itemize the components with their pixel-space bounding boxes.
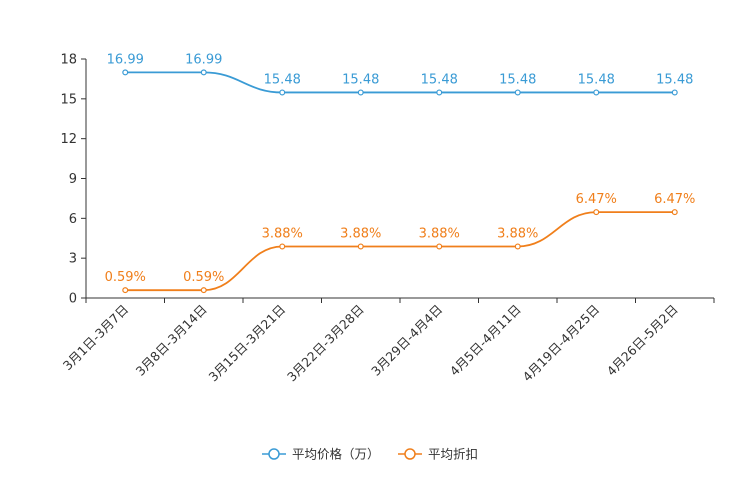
data-label: 15.48 <box>499 72 536 87</box>
series-2: 0.59% 0.59% 3.88% 3.88% 3.88% 3.88% 6.47% 6.47% <box>105 192 695 294</box>
data-label: 16.99 <box>107 52 144 67</box>
data-label: 0.59% <box>105 270 146 285</box>
data-label: 16.99 <box>185 52 222 67</box>
axes <box>85 59 714 299</box>
legend-marker-icon <box>404 448 416 460</box>
x-tick-label: 4月19日-4月25日 <box>519 302 602 385</box>
data-label: 15.48 <box>578 72 615 87</box>
y-tick-label: 9 <box>69 172 77 187</box>
data-point[interactable] <box>200 287 207 294</box>
data-label: 15.48 <box>264 72 301 87</box>
x-tick-label: 4月26日-5月2日 <box>604 302 681 379</box>
legend-label: 平均价格（万） <box>292 447 380 462</box>
data-point[interactable] <box>357 89 364 96</box>
data-label: 3.88% <box>340 226 381 241</box>
legend-marker-icon <box>268 448 280 460</box>
data-point[interactable] <box>122 69 129 76</box>
data-label: 3.88% <box>419 226 460 241</box>
data-label: 3.88% <box>262 226 303 241</box>
data-label: 15.48 <box>656 72 693 87</box>
data-point[interactable] <box>514 89 521 96</box>
data-point[interactable] <box>122 287 129 294</box>
series-line <box>125 71 675 94</box>
legend-item-2[interactable]: 平均折扣 <box>398 447 478 462</box>
data-label: 6.47% <box>576 192 617 207</box>
data-point[interactable] <box>671 209 678 216</box>
x-tick-label: 3月8日-3月14日 <box>133 302 210 379</box>
legend-item-1[interactable]: 平均价格（万） <box>262 447 380 462</box>
x-tick-label: 3月15日-3月21日 <box>205 302 288 385</box>
data-label: 0.59% <box>183 270 224 285</box>
data-point[interactable] <box>357 243 364 250</box>
series-1: 16.99 16.99 15.48 15.48 15.48 15.48 15.48 15.48 <box>107 52 693 96</box>
y-tick-label: 0 <box>69 292 77 307</box>
data-label: 15.48 <box>421 72 458 87</box>
data-point[interactable] <box>279 243 286 250</box>
y-tick-labels: 0 3 6 9 12 15 18 <box>60 53 86 307</box>
y-tick-label: 6 <box>69 212 77 227</box>
y-tick-label: 15 <box>60 92 77 107</box>
data-label: 6.47% <box>654 192 695 207</box>
data-point[interactable] <box>200 69 207 76</box>
x-tick-label: 3月22日-3月28日 <box>284 302 367 385</box>
y-tick-label: 12 <box>60 132 77 147</box>
data-point[interactable] <box>593 209 600 216</box>
data-point[interactable] <box>279 89 286 96</box>
legend[interactable]: 平均价格（万） 平均折扣 <box>262 447 478 462</box>
x-tick-labels: 3月1日-3月7日 3月8日-3月14日3月15日-3月21日3月22日-3月28… <box>60 298 715 385</box>
data-point[interactable] <box>514 243 521 250</box>
data-point[interactable] <box>593 89 600 96</box>
y-tick-label: 18 <box>60 53 77 68</box>
series-group: 16.99 16.99 15.48 15.48 15.48 15.48 15.48 15.48… <box>105 52 695 294</box>
data-label: 3.88% <box>497 226 538 241</box>
series-line <box>125 211 675 292</box>
x-tick-label: 4月5日-4月11日 <box>447 302 524 379</box>
legend-label: 平均折扣 <box>428 447 478 462</box>
x-tick-label: 3月29日-4月4日 <box>368 302 445 379</box>
data-point[interactable] <box>671 89 678 96</box>
data-point[interactable] <box>436 243 443 250</box>
y-tick-label: 3 <box>69 252 77 267</box>
x-tick-label: 3月1日-3月7日 <box>60 302 132 374</box>
data-point[interactable] <box>436 89 443 96</box>
data-label: 15.48 <box>342 72 379 87</box>
